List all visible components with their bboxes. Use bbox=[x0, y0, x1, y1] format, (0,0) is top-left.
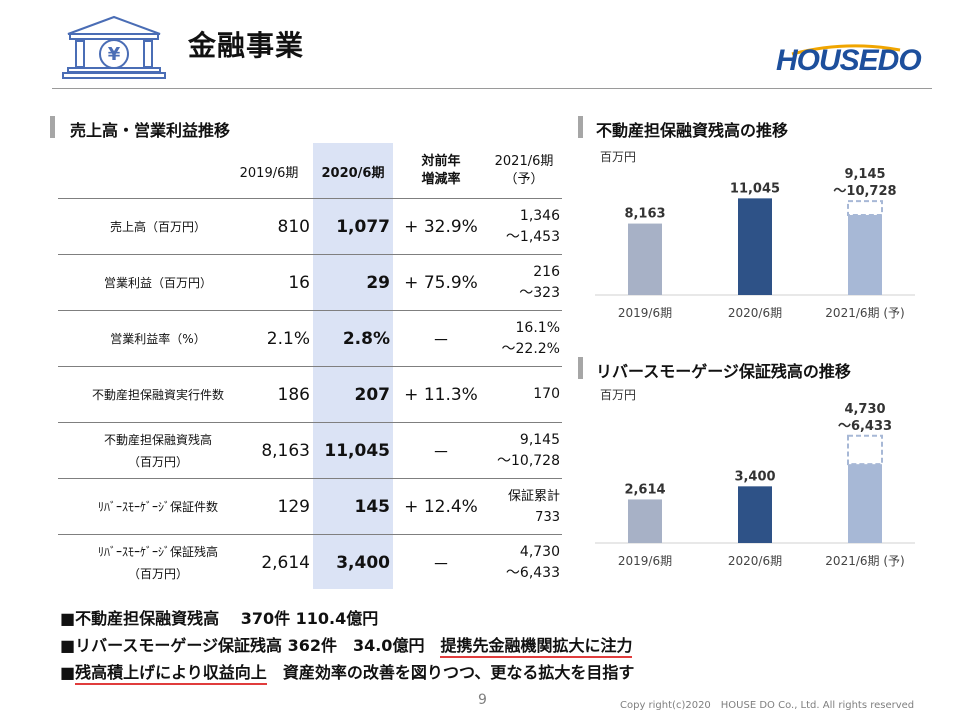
category-label: 2020/6期 bbox=[728, 306, 782, 320]
bank-yen-icon: ¥ bbox=[62, 15, 166, 79]
cell-forecast: 170 bbox=[533, 386, 560, 402]
row-label: 不動産担保融資残高 （百万円） bbox=[103, 432, 212, 469]
cell-2019: 186 bbox=[277, 384, 310, 405]
row-label: 不動産担保融資実行件数 bbox=[91, 387, 224, 402]
cell-2019: 129 bbox=[277, 496, 310, 517]
category-label: 2021/6期 (予) bbox=[825, 554, 904, 568]
chart-reverse-mortgage-balance: 2,614 2019/6期 3,400 2020/6期 4,730 ～6,433 2021/… bbox=[595, 402, 915, 568]
chart1-title: 不動産担保融資残高の推移 bbox=[596, 121, 789, 140]
cell-change: + 32.9% bbox=[404, 216, 478, 237]
cell-2020: 3,400 bbox=[336, 552, 390, 573]
note-highlight: 提携先金融機関拡大に注力 bbox=[440, 636, 633, 655]
cell-forecast: 9,145 ～10,728 bbox=[497, 431, 560, 469]
section-marker bbox=[578, 116, 583, 138]
header-divider bbox=[52, 88, 932, 89]
header-change: 対前年 増減率 bbox=[421, 154, 461, 187]
bar bbox=[848, 464, 882, 543]
brand-logo: HOUSEDO bbox=[776, 44, 922, 77]
note-highlight: 残高積上げにより収益向上 bbox=[75, 663, 267, 682]
range-box bbox=[847, 434, 883, 466]
bar bbox=[738, 198, 772, 295]
range-box bbox=[847, 200, 883, 216]
row-label: 営業利益（百万円） bbox=[103, 275, 212, 290]
bar bbox=[628, 499, 662, 543]
data-label: 11,045 bbox=[730, 181, 780, 196]
cell-forecast: 4,730 ～6,433 bbox=[505, 543, 560, 581]
bar bbox=[848, 214, 882, 295]
row-label: ﾘﾊﾞｰｽﾓｰｹﾞｰｼﾞ保証件数 bbox=[97, 499, 218, 514]
data-label: 8,163 bbox=[624, 207, 665, 222]
chart1-unit: 百万円 bbox=[600, 150, 637, 164]
cell-change: － bbox=[432, 331, 450, 351]
chart2-title: リバースモーゲージ保証残高の推移 bbox=[596, 362, 851, 381]
category-label: 2019/6期 bbox=[618, 306, 672, 320]
row-label: 売上高（百万円） bbox=[109, 219, 206, 234]
highlight-underline bbox=[440, 656, 633, 658]
cell-change: － bbox=[432, 443, 450, 463]
cell-2019: 2.1% bbox=[266, 328, 310, 349]
section-marker bbox=[50, 116, 55, 138]
bar bbox=[628, 223, 662, 295]
row-label: 営業利益率（%） bbox=[110, 331, 206, 346]
cell-forecast: 16.1% ～22.2% bbox=[501, 319, 560, 357]
header-2019: 2019/6期 bbox=[239, 165, 299, 181]
cell-2019: 810 bbox=[277, 216, 310, 237]
cell-2020: 1,077 bbox=[336, 216, 390, 237]
cell-forecast: 1,346 ～1,453 bbox=[505, 207, 560, 245]
cell-2020: 2.8% bbox=[342, 328, 390, 349]
cell-forecast: 保証累計 733 bbox=[507, 488, 560, 525]
cell-forecast: 216 ～323 bbox=[519, 263, 560, 301]
bar bbox=[738, 486, 772, 543]
cell-2020: 29 bbox=[366, 272, 390, 293]
page-number: 9 bbox=[478, 692, 487, 708]
category-label: 2020/6期 bbox=[728, 554, 782, 568]
data-label: 2,614 bbox=[624, 482, 665, 497]
cell-2019: 8,163 bbox=[261, 440, 310, 461]
highlight-underline bbox=[75, 683, 267, 685]
cell-2020: 145 bbox=[354, 496, 391, 517]
data-label: 4,730 bbox=[844, 402, 885, 417]
data-label: ～6,433 bbox=[838, 419, 892, 434]
category-label: 2019/6期 bbox=[618, 554, 672, 568]
section-marker bbox=[578, 357, 583, 379]
cell-change: + 75.9% bbox=[404, 272, 478, 293]
note-line-1: ■不動産担保融資残高 370件 110.4億円 bbox=[60, 609, 379, 628]
header-2020: 2020/6期 bbox=[321, 165, 385, 181]
cell-change: + 11.3% bbox=[404, 384, 478, 405]
cell-change: + 12.4% bbox=[404, 496, 478, 517]
note-line-3: ■残高積上げにより収益向上 資産効率の改善を図りつつ、更なる拡大を目指す bbox=[60, 663, 635, 682]
left-section-title: 売上高・営業利益推移 bbox=[70, 121, 231, 140]
data-label: 9,145 bbox=[844, 167, 885, 182]
svg-text:¥: ¥ bbox=[108, 44, 121, 65]
cell-2020: 11,045 bbox=[324, 440, 390, 461]
cell-2019: 16 bbox=[288, 272, 310, 293]
data-label: ～10,728 bbox=[833, 184, 896, 199]
cell-2019: 2,614 bbox=[261, 552, 310, 573]
copyright: Copy right(c)2020 HOUSE DO Co., Ltd. All… bbox=[620, 700, 915, 711]
note-line-2: ■リバースモーゲージ保証残高 362件 34.0億円 提携先金融機関拡大に注力 bbox=[60, 636, 633, 655]
page-title: 金融事業 bbox=[188, 29, 305, 62]
chart2-unit: 百万円 bbox=[600, 388, 637, 402]
category-label: 2021/6期 (予) bbox=[825, 306, 904, 320]
header-forecast: 2021/6期 （予） bbox=[494, 154, 554, 187]
cell-2020: 207 bbox=[354, 384, 391, 405]
chart-loan-balance: 8,163 2019/6期 11,045 2020/6期 9,145 ～10,728 202… bbox=[595, 167, 915, 320]
cell-change: － bbox=[432, 555, 450, 575]
data-label: 3,400 bbox=[734, 469, 775, 484]
brand-swoosh-icon bbox=[791, 44, 901, 56]
row-label: ﾘﾊﾞｰｽﾓｰｹﾞｰｼﾞ保証残高 （百万円） bbox=[97, 544, 218, 581]
